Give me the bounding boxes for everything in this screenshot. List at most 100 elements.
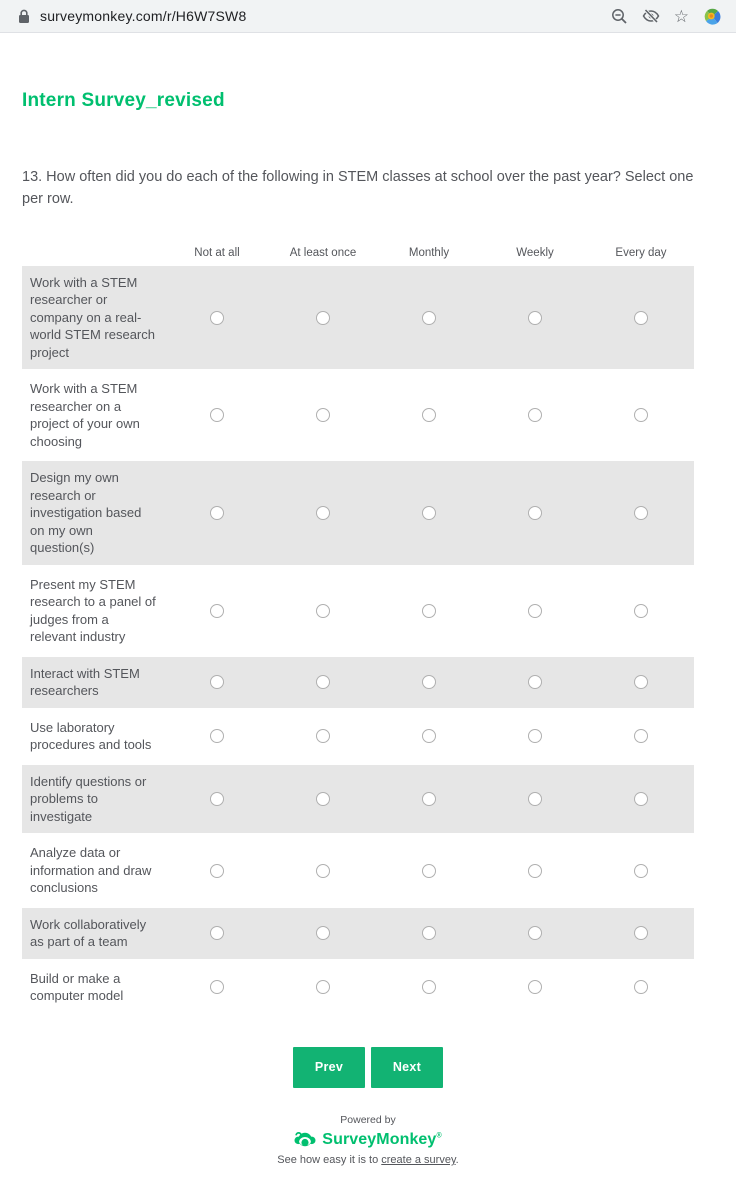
option-cell xyxy=(270,461,376,565)
surveymonkey-monkey-icon xyxy=(294,1131,316,1148)
option-cell xyxy=(164,266,270,370)
radio-weekly[interactable] xyxy=(528,980,542,995)
radio-every-day[interactable] xyxy=(634,603,648,618)
radio-every-day[interactable] xyxy=(634,506,648,521)
radio-monthly[interactable] xyxy=(422,603,436,618)
option-cell xyxy=(482,568,588,654)
radio-at-least-once[interactable] xyxy=(316,926,330,941)
option-cell xyxy=(164,461,270,565)
row-label: Work with a STEM researcher on a project… xyxy=(30,381,140,449)
option-cell xyxy=(482,711,588,762)
radio-every-day[interactable] xyxy=(634,675,648,690)
radio-at-least-once[interactable] xyxy=(316,792,330,807)
radio-not-at-all[interactable] xyxy=(210,603,224,618)
matrix-row: Work collaboratively as part of a team xyxy=(22,907,694,959)
radio-monthly[interactable] xyxy=(422,980,436,995)
option-cell xyxy=(376,711,482,762)
radio-weekly[interactable] xyxy=(528,863,542,878)
radio-every-day[interactable] xyxy=(634,863,648,878)
radio-not-at-all[interactable] xyxy=(210,926,224,941)
radio-monthly[interactable] xyxy=(422,310,436,325)
radio-weekly[interactable] xyxy=(528,792,542,807)
row-label: Analyze data or information and draw con… xyxy=(30,845,152,896)
option-cell xyxy=(270,765,376,834)
radio-monthly[interactable] xyxy=(422,863,436,878)
row-label: Present my STEM research to a panel of j… xyxy=(30,576,156,645)
lock-icon[interactable] xyxy=(18,9,30,24)
option-cell xyxy=(164,962,270,1013)
radio-monthly[interactable] xyxy=(422,792,436,807)
column-header: At least once xyxy=(289,246,357,259)
next-button[interactable]: Next xyxy=(371,1046,443,1088)
option-cell xyxy=(376,657,482,708)
radio-every-day[interactable] xyxy=(634,792,648,807)
row-label: Use laboratory procedures and tools xyxy=(30,719,152,753)
option-cell xyxy=(376,765,482,834)
radio-weekly[interactable] xyxy=(528,926,542,941)
eye-off-icon[interactable] xyxy=(642,8,660,24)
radio-at-least-once[interactable] xyxy=(316,863,330,878)
radio-monthly[interactable] xyxy=(422,506,436,521)
option-cell xyxy=(270,908,376,959)
radio-every-day[interactable] xyxy=(634,980,648,995)
zoom-out-icon[interactable] xyxy=(611,8,628,25)
matrix-question: Not at all At least once Monthly Weekly Ever… xyxy=(22,247,694,1013)
radio-at-least-once[interactable] xyxy=(316,310,330,325)
radio-not-at-all[interactable] xyxy=(210,792,224,807)
tagline-text: See how easy it is to xyxy=(277,1153,382,1166)
survey-title: Intern Survey_revised xyxy=(22,90,225,111)
extension-icon[interactable] xyxy=(703,7,722,26)
radio-at-least-once[interactable] xyxy=(316,729,330,744)
radio-not-at-all[interactable] xyxy=(210,863,224,878)
radio-at-least-once[interactable] xyxy=(316,675,330,690)
radio-weekly[interactable] xyxy=(528,603,542,618)
option-cell xyxy=(270,372,376,458)
radio-every-day[interactable] xyxy=(634,729,648,744)
radio-monthly[interactable] xyxy=(422,926,436,941)
matrix-row: Work with a STEM researcher on a project… xyxy=(22,372,694,459)
matrix-header-spacer xyxy=(22,247,164,259)
radio-at-least-once[interactable] xyxy=(316,506,330,521)
matrix-row: Design my own research or investigation … xyxy=(22,461,694,565)
radio-weekly[interactable] xyxy=(528,310,542,325)
radio-not-at-all[interactable] xyxy=(210,980,224,995)
radio-not-at-all[interactable] xyxy=(210,675,224,690)
radio-at-least-once[interactable] xyxy=(316,603,330,618)
matrix-row: Identify questions or problems to invest… xyxy=(22,764,694,834)
option-cell xyxy=(376,908,482,959)
option-cell xyxy=(588,372,694,458)
url-text[interactable]: surveymonkey.com/r/H6W7SW8 xyxy=(40,8,247,24)
radio-at-least-once[interactable] xyxy=(316,408,330,423)
star-icon[interactable]: ☆ xyxy=(673,6,689,26)
radio-not-at-all[interactable] xyxy=(210,506,224,521)
radio-at-least-once[interactable] xyxy=(316,980,330,995)
radio-monthly[interactable] xyxy=(422,675,436,690)
radio-monthly[interactable] xyxy=(422,408,436,423)
option-cell xyxy=(588,836,694,905)
nav-buttons: Prev Next xyxy=(22,1046,714,1088)
prev-button[interactable]: Prev xyxy=(293,1046,365,1088)
radio-not-at-all[interactable] xyxy=(210,408,224,423)
radio-weekly[interactable] xyxy=(528,408,542,423)
radio-not-at-all[interactable] xyxy=(210,729,224,744)
radio-monthly[interactable] xyxy=(422,729,436,744)
radio-every-day[interactable] xyxy=(634,310,648,325)
radio-weekly[interactable] xyxy=(528,506,542,521)
option-cell xyxy=(482,836,588,905)
option-cell xyxy=(270,836,376,905)
radio-weekly[interactable] xyxy=(528,675,542,690)
matrix-row: Interact with STEM researchers xyxy=(22,656,694,708)
row-label: Interact with STEM researchers xyxy=(30,665,140,699)
option-cell xyxy=(482,962,588,1013)
option-cell xyxy=(588,568,694,654)
radio-every-day[interactable] xyxy=(634,408,648,423)
matrix-row: Work with a STEM researcher or company o… xyxy=(22,265,694,370)
radio-not-at-all[interactable] xyxy=(210,310,224,325)
option-cell xyxy=(482,372,588,458)
option-cell xyxy=(588,962,694,1013)
radio-weekly[interactable] xyxy=(528,729,542,744)
create-a-survey-link[interactable]: create a survey xyxy=(381,1153,456,1166)
radio-every-day[interactable] xyxy=(634,926,648,941)
option-cell xyxy=(164,836,270,905)
surveymonkey-logo[interactable]: SurveyMonkey® xyxy=(22,1131,714,1149)
